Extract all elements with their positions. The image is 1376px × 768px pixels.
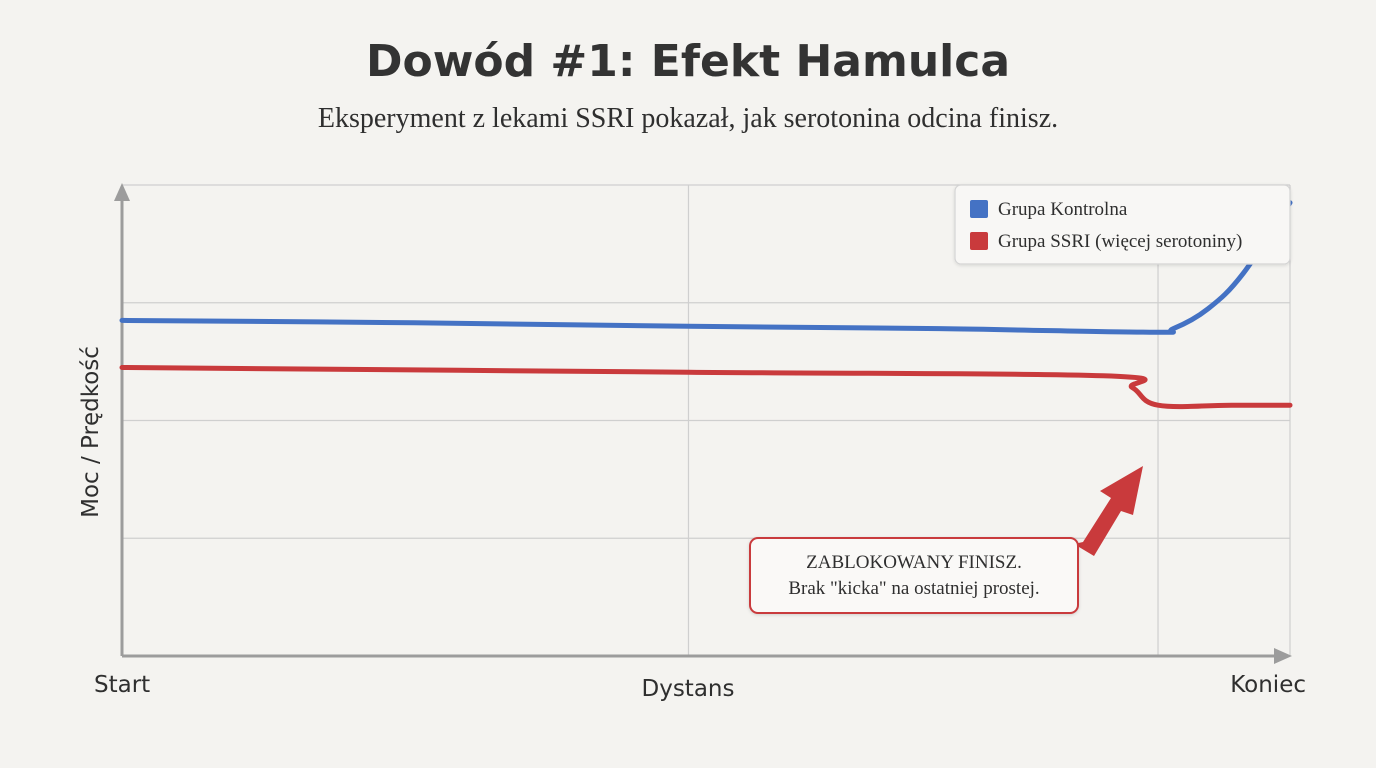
legend-box <box>954 184 1291 265</box>
legend-swatch-control <box>970 200 988 218</box>
legend: Grupa Kontrolna Grupa SSRI (więcej serot… <box>954 184 1291 265</box>
y-axis-arrow <box>114 183 130 201</box>
annotation-box <box>749 537 1079 614</box>
annotation-arrow <box>1074 466 1143 556</box>
page-subtitle: Eksperyment z lekami SSRI pokazał, jak s… <box>317 103 1059 134</box>
x-axis-arrow <box>1274 648 1292 664</box>
annotation-line-2: Brak "kicka" na ostatniej prostej. <box>788 578 1039 599</box>
x-tick-label-end: Koniec <box>1230 672 1306 698</box>
legend-label-ssri: Grupa SSRI (więcej serotoniny) <box>998 231 1242 252</box>
series-line-ssri <box>119 365 1293 410</box>
x-tick-label-start: Start <box>94 672 150 698</box>
y-axis-label: Moc / Prędkość <box>78 346 104 518</box>
x-axis-label: Dystans <box>642 676 735 702</box>
series-line-control <box>119 200 1293 335</box>
page-title: Dowód #1: Efekt Hamulca <box>365 36 1011 87</box>
series <box>119 200 1293 410</box>
axes <box>114 183 1292 664</box>
annotation: ZABLOKOWANY FINISZ. Brak "kicka" na osta… <box>749 466 1143 614</box>
legend-label-control: Grupa Kontrolna <box>998 199 1128 220</box>
legend-swatch-ssri <box>970 232 988 250</box>
annotation-line-1: ZABLOKOWANY FINISZ. <box>806 552 1022 573</box>
